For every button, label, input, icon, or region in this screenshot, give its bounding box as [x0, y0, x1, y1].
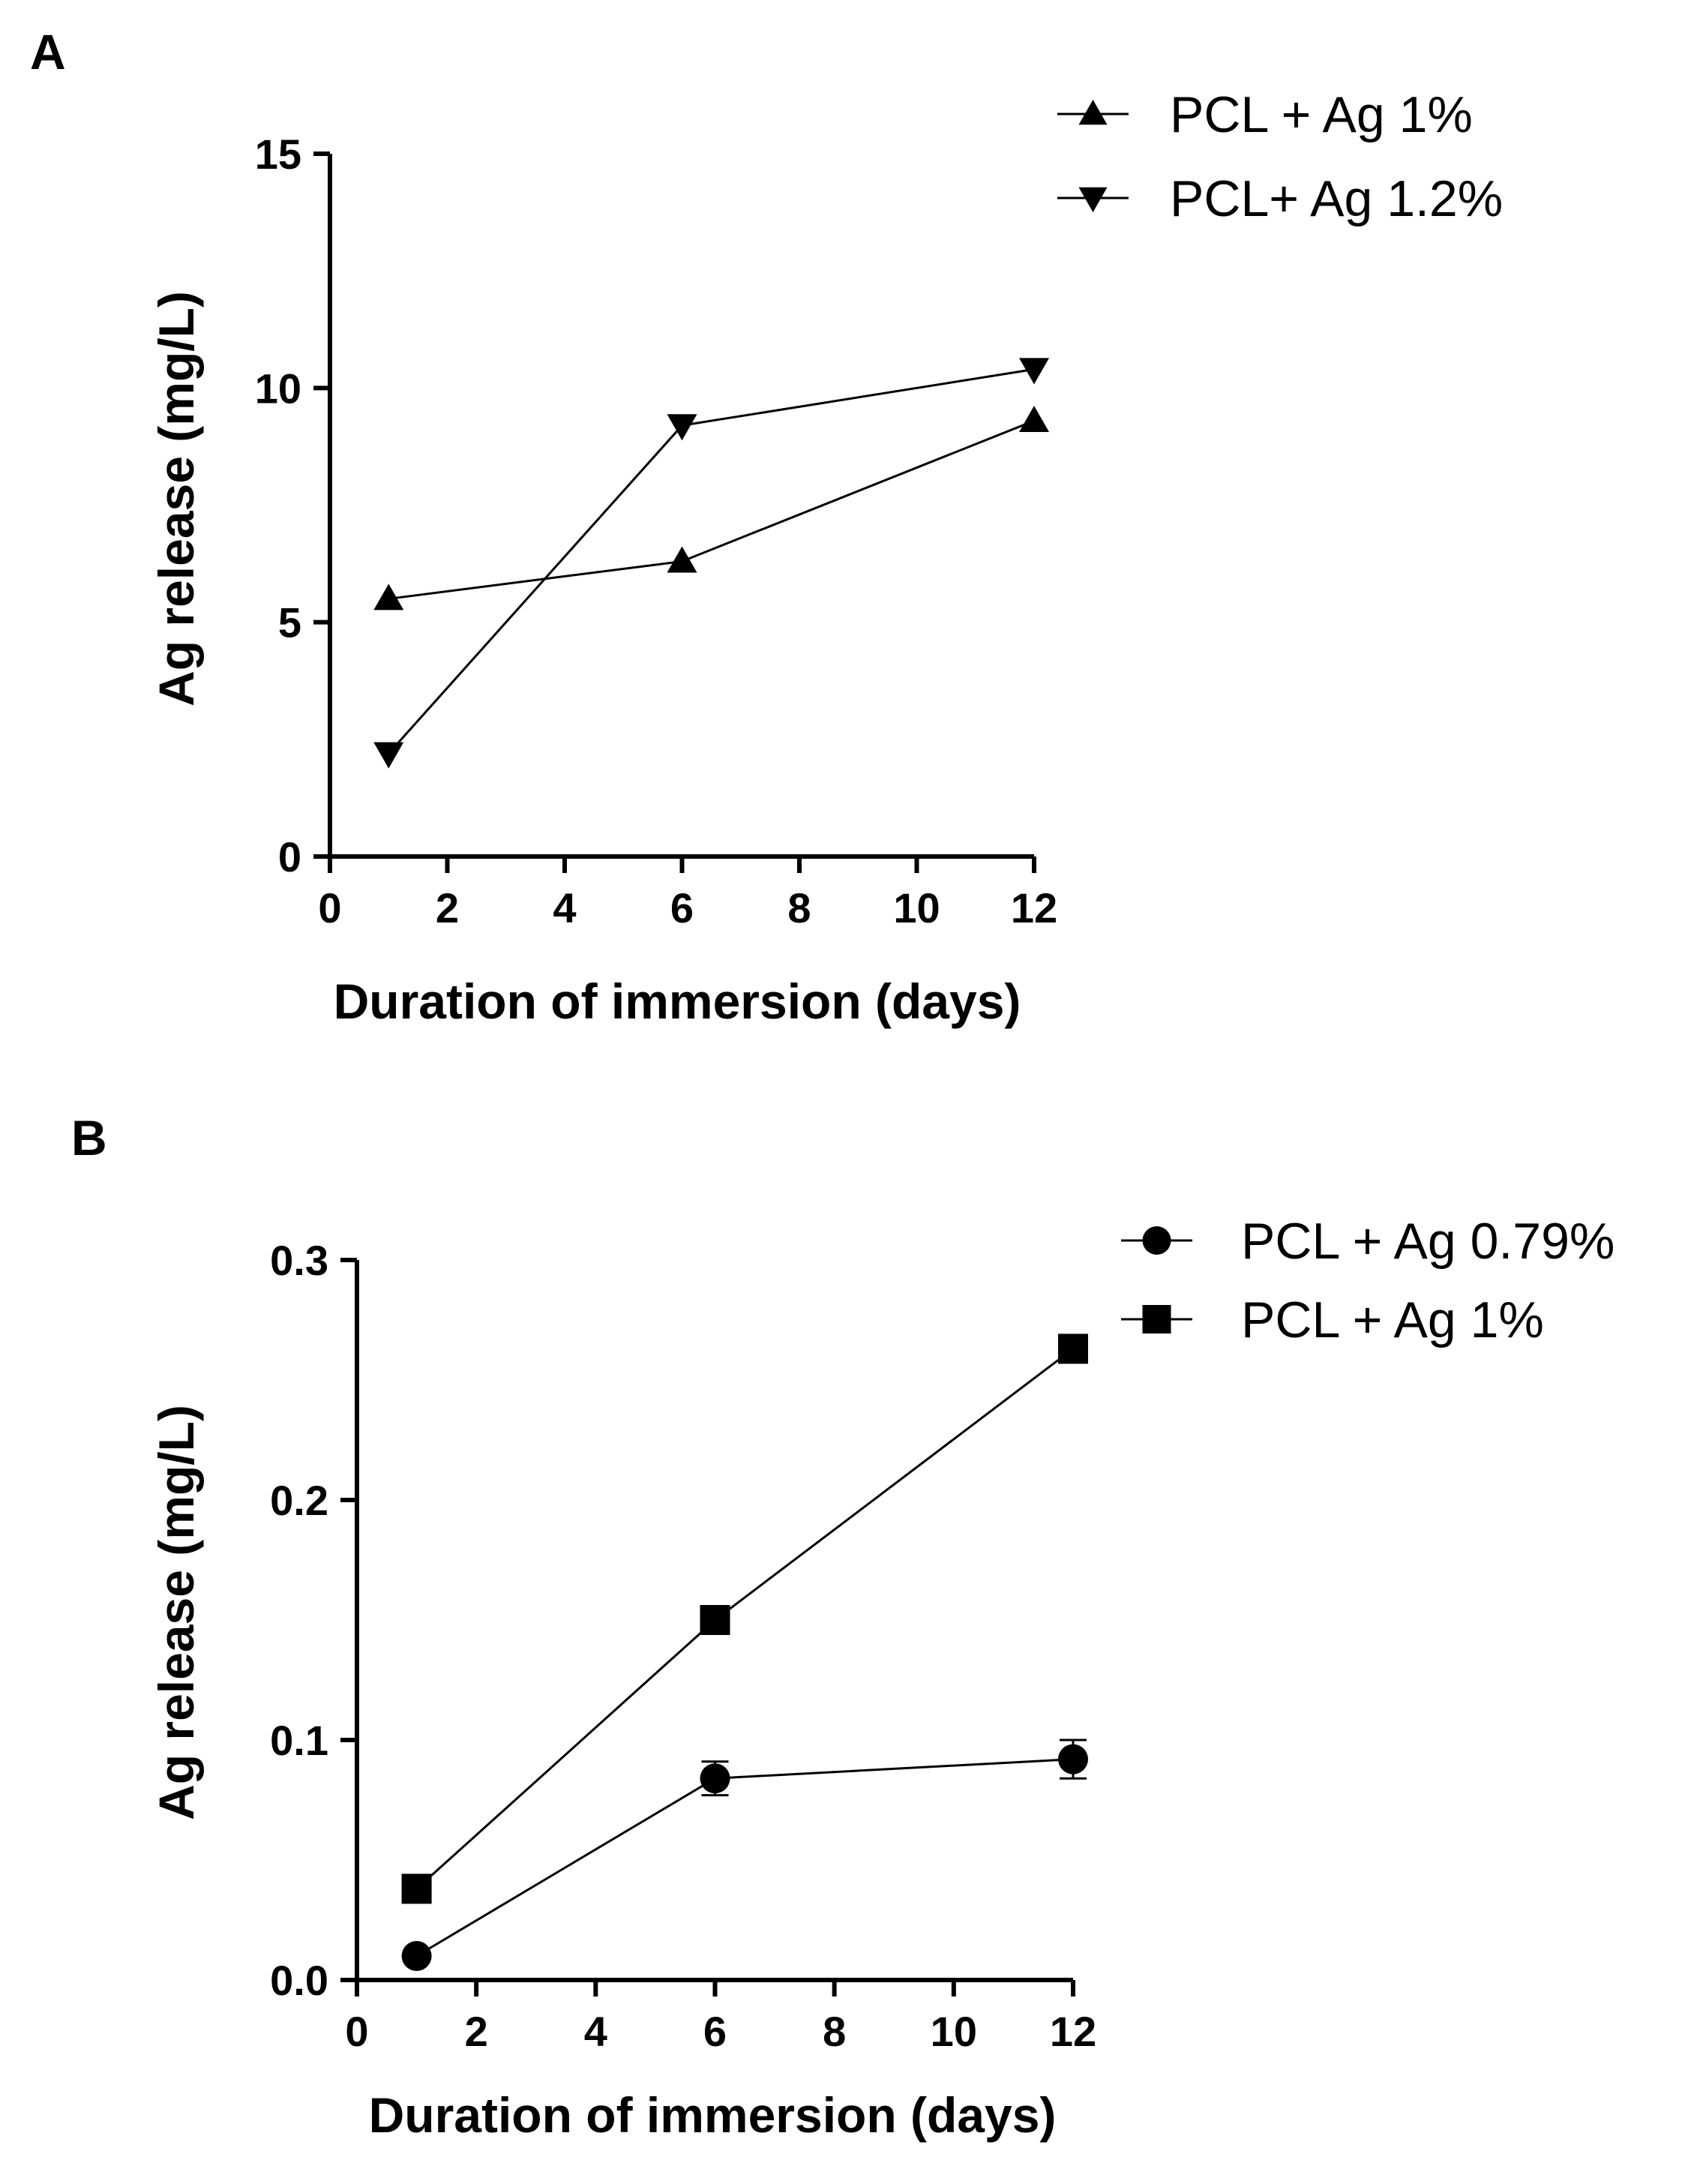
legend-label-b-0: PCL + Ag 0.79% — [1241, 1213, 1615, 1270]
legend-marker-a-0 — [1078, 100, 1108, 125]
series-line-b-1 — [415, 1348, 1074, 1890]
x-tick-label-a: 10 — [893, 884, 940, 932]
y-tick-label-b: 0.3 — [270, 1237, 328, 1284]
x-axis-title-b: Duration of immersion (days) — [369, 2087, 1057, 2143]
y-tick-label-b: 0.0 — [270, 1957, 328, 2004]
y-tick-label-b: 0.1 — [270, 1717, 328, 1764]
y-tick-label-a: 15 — [255, 130, 301, 178]
data-point-a-0 — [1019, 406, 1049, 433]
x-tick-label-a: 0 — [318, 884, 341, 932]
legend-label-a-0: PCL + Ag 1% — [1170, 86, 1473, 143]
data-point-a-0 — [373, 584, 404, 610]
y-tick-label-a: 0 — [278, 833, 301, 880]
data-point-b-1 — [1058, 1334, 1088, 1364]
y-tick-label-a: 10 — [255, 364, 301, 412]
legend-label-b-1: PCL + Ag 1% — [1241, 1292, 1544, 1348]
x-axis-title-a: Duration of immersion (days) — [334, 974, 1021, 1029]
data-point-a-0 — [667, 546, 697, 573]
panel-label-a: A — [30, 24, 66, 80]
x-tick-label-b: 12 — [1050, 2008, 1096, 2055]
x-tick-label-a: 2 — [436, 884, 459, 932]
series-line-b-0 — [415, 1758, 1074, 1958]
data-point-b-1 — [700, 1605, 730, 1635]
x-tick-label-a: 4 — [553, 884, 576, 932]
x-tick-label-b: 10 — [931, 2008, 977, 2055]
series-line-a-0 — [388, 419, 1035, 600]
series-line-a-1 — [388, 368, 1035, 754]
x-tick-label-a: 8 — [787, 884, 811, 932]
x-tick-label-b: 8 — [823, 2008, 846, 2055]
x-tick-label-b: 6 — [703, 2008, 727, 2055]
x-tick-label-a: 6 — [670, 884, 694, 932]
legend-marker-a-1 — [1078, 187, 1108, 212]
data-point-a-1 — [1019, 358, 1049, 385]
data-point-a-1 — [373, 742, 404, 769]
x-tick-label-b: 0 — [345, 2008, 368, 2055]
chart-panel-b: B Duration of immersion (days) Ag releas… — [71, 1110, 1615, 2143]
y-axis-title-b: Ag release (mg/L) — [148, 1405, 204, 1820]
legend-marker-b-1 — [1142, 1305, 1171, 1334]
data-point-b-1 — [401, 1874, 432, 1904]
data-point-a-1 — [667, 414, 697, 441]
legend-label-a-1: PCL+ Ag 1.2% — [1170, 170, 1503, 227]
y-axis-title-a: Ag release (mg/L) — [148, 291, 204, 706]
y-tick-label-b: 0.2 — [270, 1477, 328, 1524]
chart-panel-a: A Duration of immersion (days) Ag releas… — [30, 24, 1503, 1029]
legend-marker-b-0 — [1142, 1226, 1171, 1255]
data-point-b-0 — [700, 1763, 730, 1794]
x-tick-label-b: 4 — [584, 2008, 607, 2055]
data-point-b-0 — [1058, 1744, 1088, 1774]
panel-label-b: B — [71, 1110, 107, 1166]
x-tick-label-b: 2 — [465, 2008, 488, 2055]
y-tick-label-a: 5 — [278, 599, 301, 646]
x-tick-label-a: 12 — [1011, 884, 1057, 932]
data-point-b-0 — [401, 1941, 432, 1971]
